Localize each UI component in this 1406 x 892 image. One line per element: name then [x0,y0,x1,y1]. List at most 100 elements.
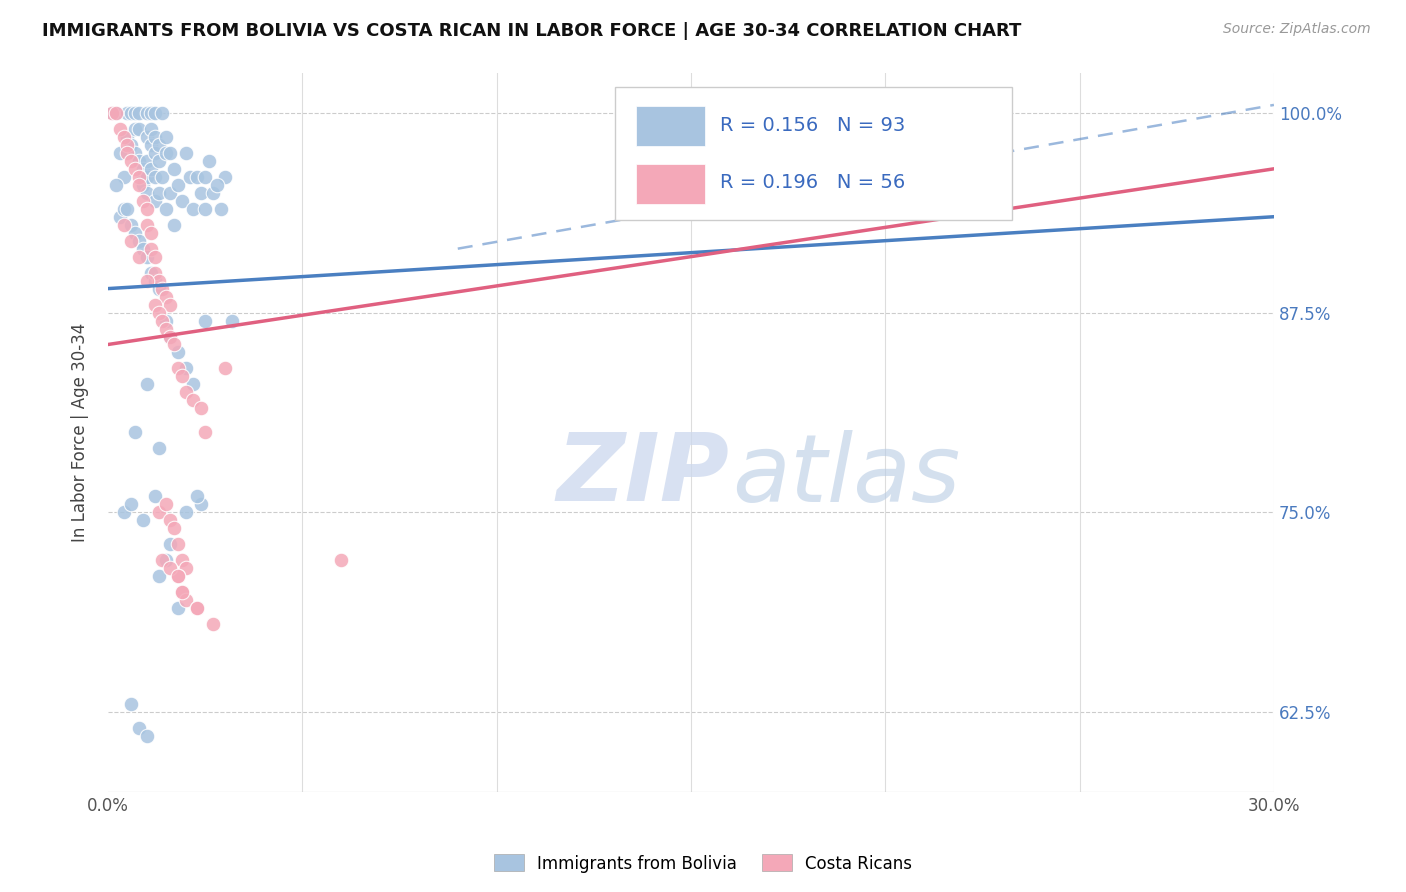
Point [128,169,150,184]
Point [135,274,157,288]
Point [101,106,124,120]
Point [117,106,139,120]
Point [163,161,186,176]
Point [183,202,205,216]
Point [152,282,174,296]
Point [155,321,177,335]
Point [152,553,174,567]
Point [174,145,197,160]
Point [148,282,170,296]
Point [194,169,217,184]
Point [148,569,170,583]
Point [163,337,186,351]
Point [135,377,157,392]
Point [128,721,150,735]
Point [214,361,236,376]
Point [221,313,243,327]
Point [128,178,150,192]
Point [163,218,186,232]
Point [167,569,190,583]
Point [143,194,166,208]
Point [104,106,127,120]
Point [155,129,177,144]
Point [148,305,170,319]
Point [179,169,201,184]
Point [186,601,208,615]
Text: Source: ZipAtlas.com: Source: ZipAtlas.com [1223,22,1371,37]
Point [143,169,166,184]
Text: IMMIGRANTS FROM BOLIVIA VS COSTA RICAN IN LABOR FORCE | AGE 30-34 CORRELATION CH: IMMIGRANTS FROM BOLIVIA VS COSTA RICAN I… [42,22,1022,40]
Point [135,169,157,184]
Point [139,137,162,152]
Point [167,361,190,376]
Point [104,106,127,120]
Point [135,729,157,743]
Point [148,137,170,152]
Point [209,202,232,216]
Point [117,129,139,144]
Point [174,561,197,575]
Point [120,218,142,232]
Point [194,313,217,327]
Point [152,106,174,120]
Point [198,153,221,168]
Point [163,521,186,535]
Point [132,194,155,208]
Point [128,153,150,168]
Point [174,385,197,400]
Point [120,106,142,120]
Point [170,553,193,567]
FancyBboxPatch shape [616,87,1011,220]
Point [155,202,177,216]
Point [159,537,181,551]
Point [159,513,181,527]
Point [170,194,193,208]
Point [152,313,174,327]
Point [135,250,157,264]
Point [132,169,155,184]
Point [159,297,181,311]
Point [135,106,157,120]
Point [120,497,142,511]
Point [159,186,181,200]
Point [174,505,197,519]
Point [143,129,166,144]
Point [101,106,124,120]
Point [139,121,162,136]
Point [143,489,166,503]
Point [194,425,217,440]
Point [132,242,155,256]
Point [124,121,146,136]
Point [117,145,139,160]
Point [167,345,190,359]
Point [135,153,157,168]
FancyBboxPatch shape [636,163,704,203]
Point [148,505,170,519]
Point [143,266,166,280]
Point [183,393,205,408]
Point [135,218,157,232]
Point [330,553,353,567]
Point [190,497,212,511]
Point [117,137,139,152]
Point [190,401,212,416]
Point [104,178,127,192]
Point [170,585,193,599]
Point [112,169,135,184]
Point [139,161,162,176]
Point [155,497,177,511]
Point [124,161,146,176]
Legend: Immigrants from Bolivia, Costa Ricans: Immigrants from Bolivia, Costa Ricans [486,847,920,880]
Point [143,297,166,311]
Point [167,178,190,192]
Point [128,250,150,264]
Point [159,145,181,160]
Point [201,186,224,200]
Point [201,617,224,632]
Point [108,121,131,136]
Point [174,593,197,607]
Point [132,161,155,176]
Point [155,145,177,160]
Text: atlas: atlas [731,430,960,521]
Point [152,169,174,184]
